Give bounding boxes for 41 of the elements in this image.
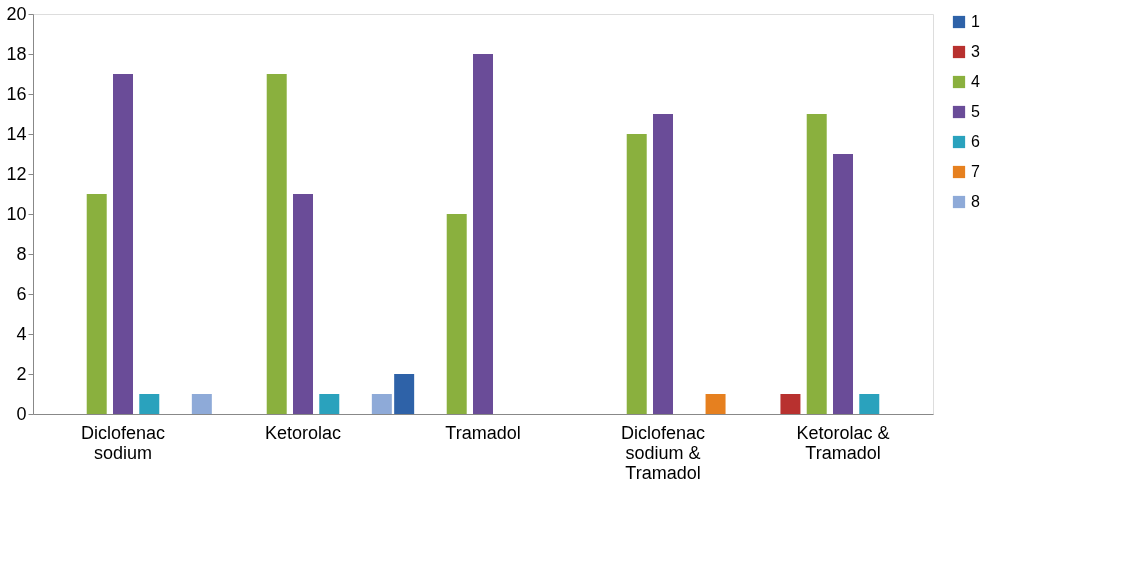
bar [139, 394, 160, 414]
x-tick-label: Diclofenac sodium [80, 422, 166, 463]
legend-label: 3 [971, 43, 980, 60]
bar [266, 74, 287, 414]
x-tick-label: Tramadol [445, 422, 521, 443]
bar [371, 394, 392, 414]
bar [473, 54, 493, 414]
bar [780, 394, 801, 414]
bar [806, 114, 827, 414]
legend-label: 5 [971, 103, 980, 120]
bar [319, 394, 340, 414]
legend-label: 7 [971, 163, 980, 180]
y-tick-label: 16 [6, 83, 27, 104]
y-tick-label: 0 [16, 403, 27, 424]
bar [833, 154, 853, 414]
y-tick-label: 8 [16, 243, 27, 264]
y-tick-label: 2 [16, 363, 27, 384]
y-tick-label: 12 [6, 163, 27, 184]
bar [394, 374, 415, 414]
bar [626, 134, 647, 414]
bar [191, 394, 212, 414]
legend-label: 1 [971, 13, 980, 30]
y-tick-label: 4 [16, 323, 27, 344]
y-tick-label: 14 [6, 123, 27, 144]
y-tick-label: 18 [6, 43, 27, 64]
bar [446, 214, 467, 414]
bar [653, 114, 673, 414]
legend-label: 4 [971, 73, 980, 90]
bar [705, 394, 726, 414]
bar [113, 74, 133, 414]
legend-label: 8 [971, 193, 980, 210]
y-tick-label: 10 [6, 203, 27, 224]
bar [859, 394, 880, 414]
y-tick-label: 6 [16, 283, 27, 304]
bar [293, 194, 313, 414]
x-tick-label: Diclofenac sodium & Tramadol [620, 422, 706, 483]
x-tick-label: Ketorolac [264, 422, 342, 443]
x-tick-label: Ketorolac & Tramadol [796, 422, 890, 463]
legend-label: 6 [971, 133, 980, 150]
y-tick-label: 20 [6, 3, 27, 24]
bar [86, 194, 107, 414]
